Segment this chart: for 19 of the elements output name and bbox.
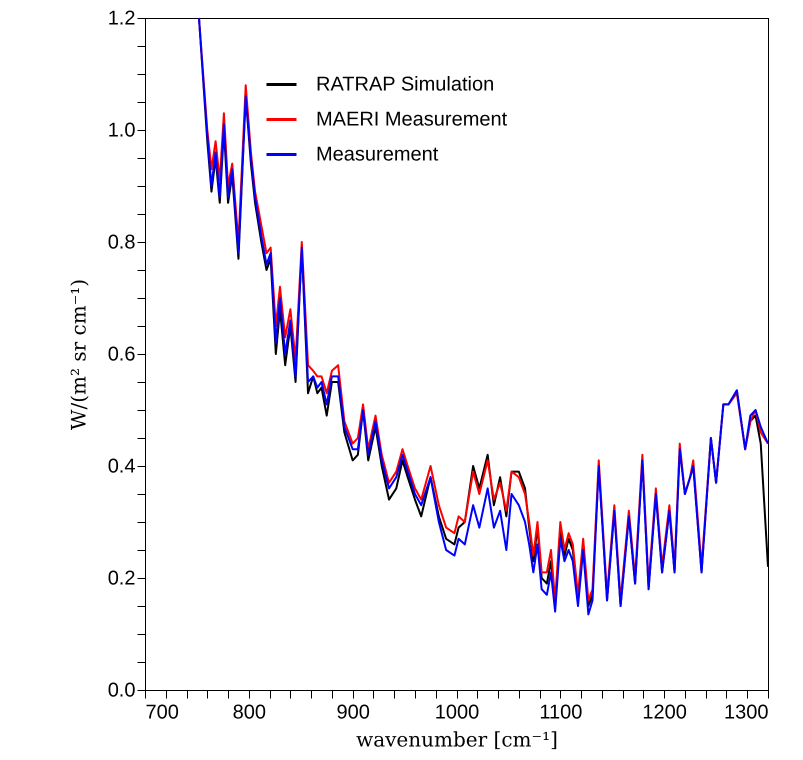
y-tick-label: 0.2 [108,568,136,590]
y-tick-label: 1.2 [108,8,136,30]
y-tick-label: 0.8 [108,232,136,254]
x-tick-label: 900 [336,702,370,724]
x-tick-label: 800 [232,702,266,724]
y-tick-label: 0.4 [108,456,136,478]
legend-label: MAERI Measurement [316,108,508,130]
x-tick-label: 1000 [434,702,480,724]
legend-label: RATRAP Simulation [316,74,494,96]
x-tick-label: 700 [146,702,179,724]
y-axis-title: W/(m² sr cm⁻¹) [66,278,91,430]
x-tick-label: 1300 [724,702,768,724]
y-tick-label: 0.0 [108,680,136,702]
y-tick-label: 1.0 [108,120,136,142]
legend-label: Measurement [316,144,439,166]
x-tick-label: 1200 [642,702,687,724]
x-axis-title: wavenumber [cm⁻¹] [356,728,558,752]
x-tick-label: 1100 [539,702,582,724]
y-tick-label: 0.6 [108,344,136,366]
